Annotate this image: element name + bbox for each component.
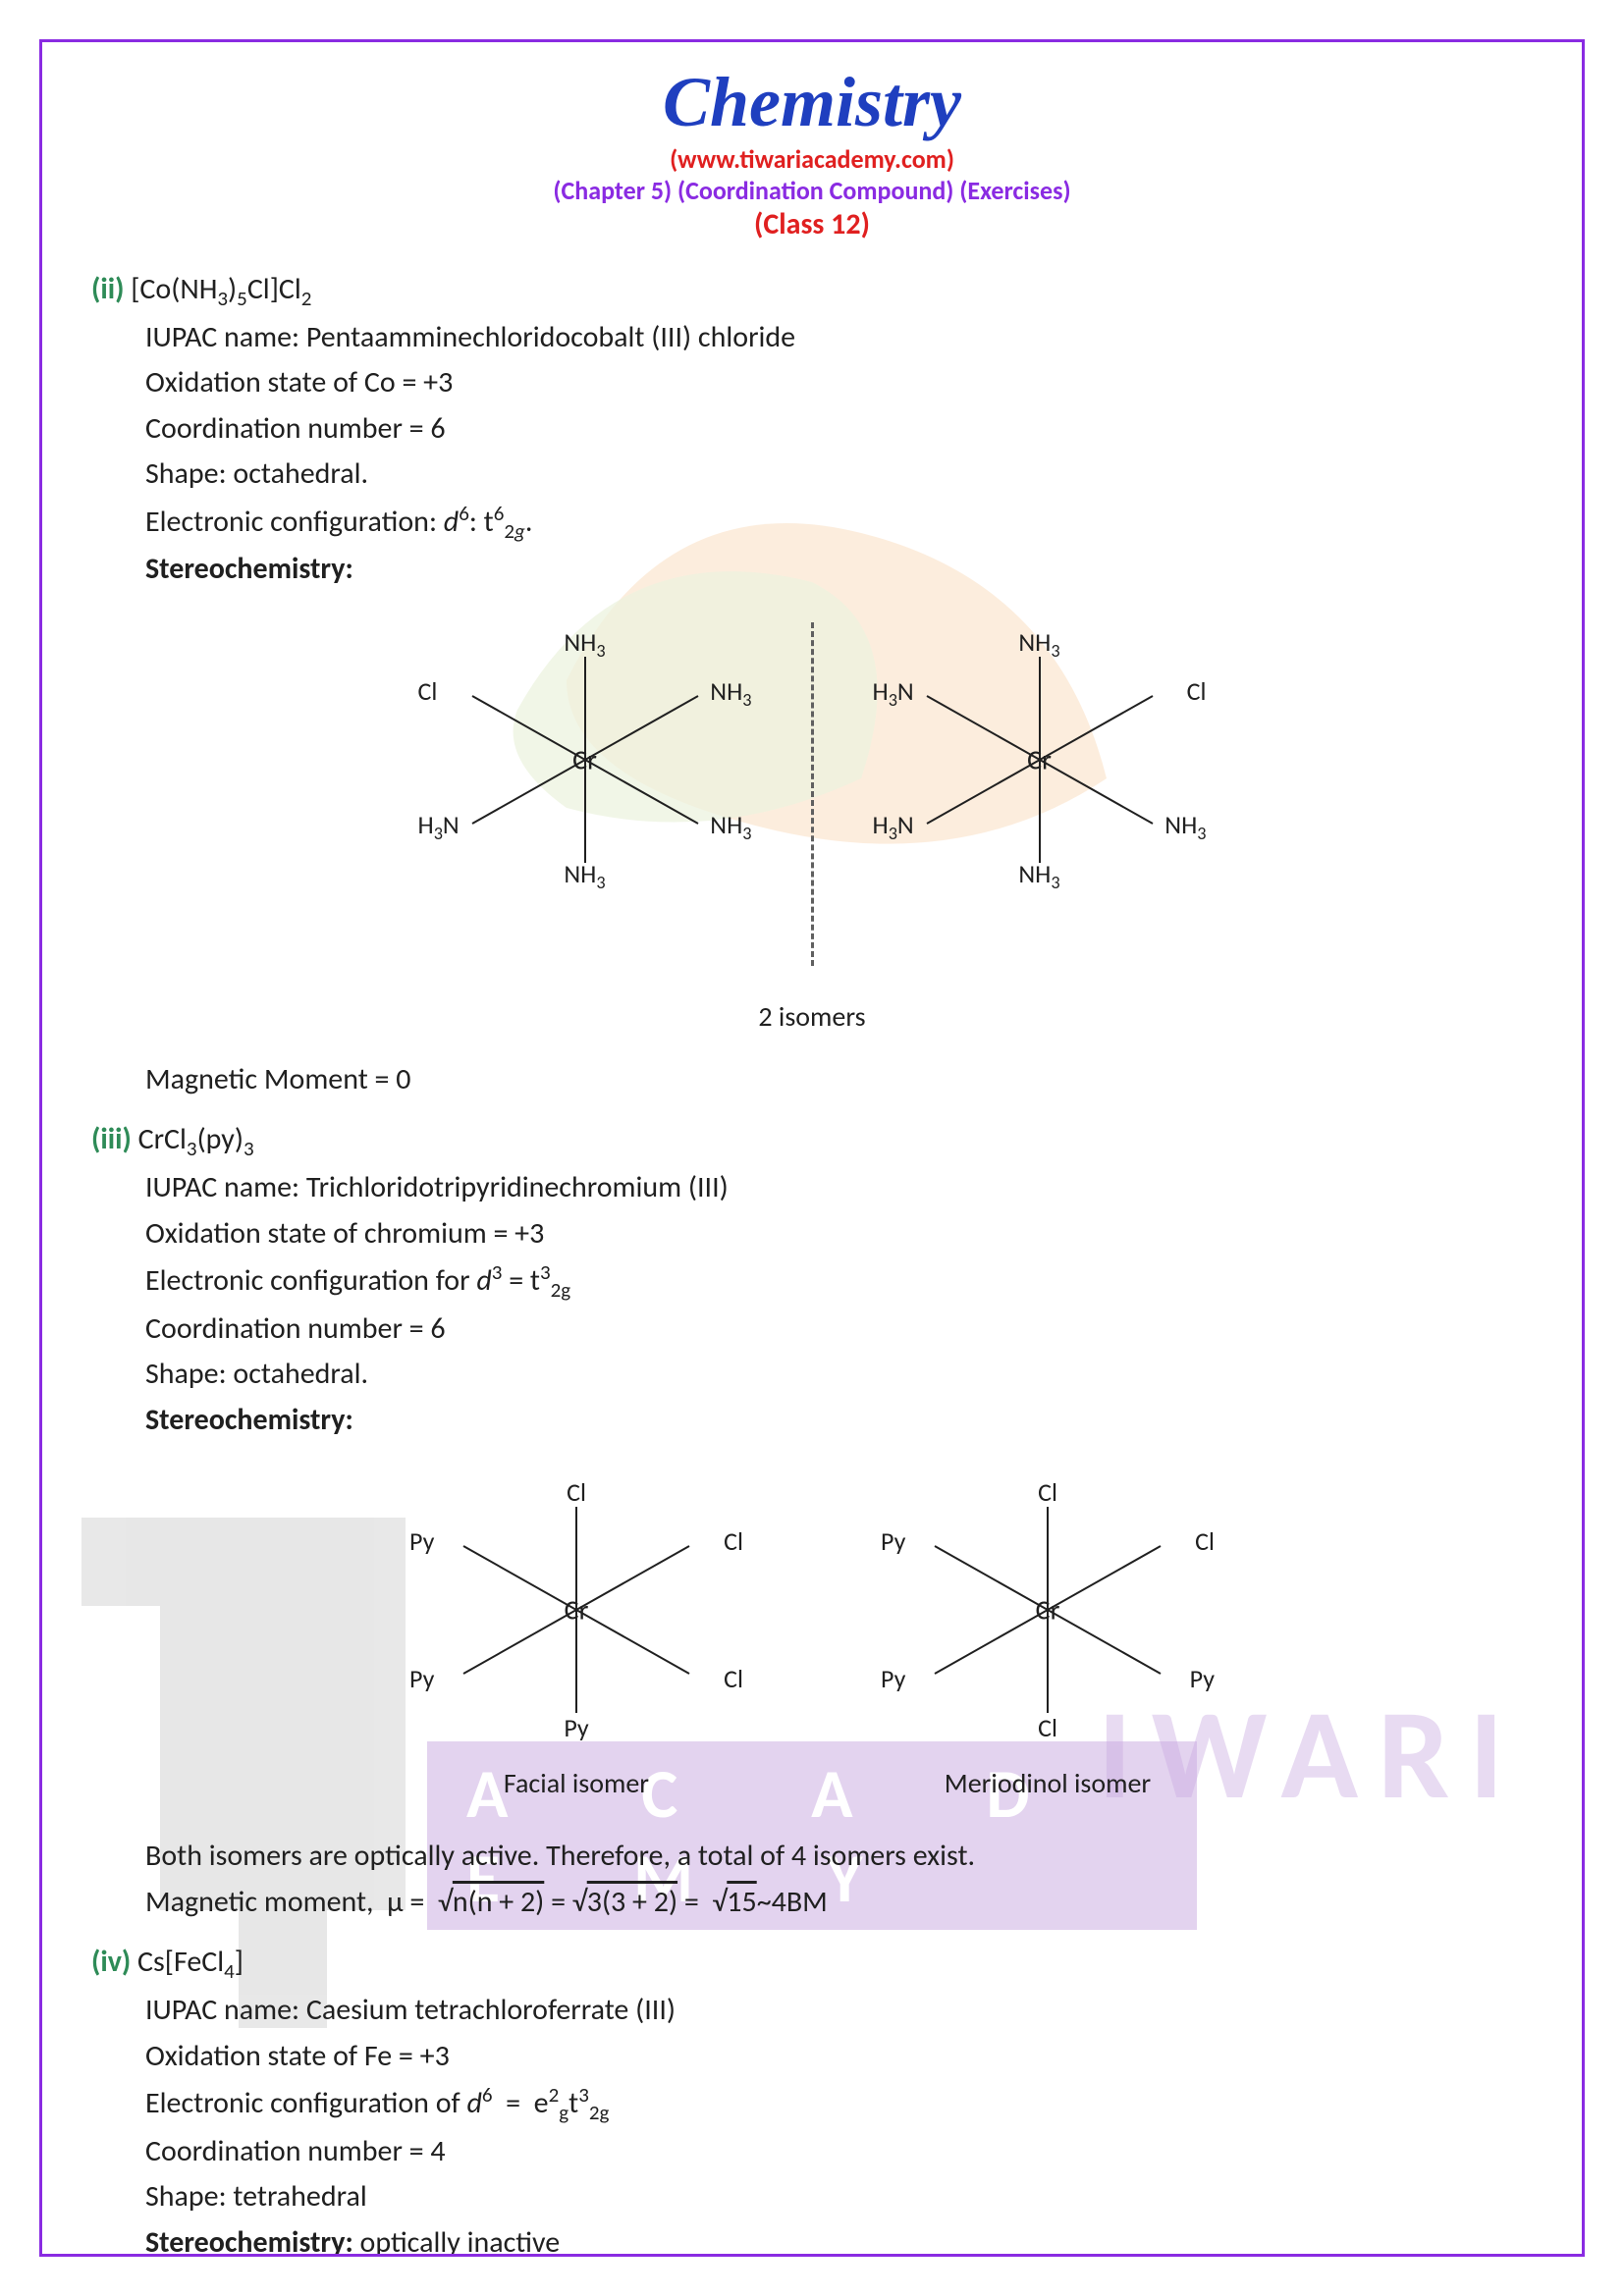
iii-diagrams: Cr Cl Py Py Cl Py Cl Facial isomer [91,1472,1533,1804]
ligand-ur: Cl [724,1522,743,1561]
ligand-ul: H3N [873,671,914,714]
class-label: (Class 12) [91,206,1533,242]
iii-iupac: IUPAC name: Trichloridotripyridinechromi… [145,1165,1533,1211]
ligand-lr: Py [1190,1659,1215,1698]
ii-iupac: IUPAC name: Pentaamminechloridocobalt (I… [145,315,1533,361]
ii-isomer-caption: 2 isomers [91,995,1533,1038]
iv-stereo-val: optically inactive [353,2224,560,2257]
ii-diagram-2: Cr NH3 NH3 H3N Cl H3N NH3 [834,622,1246,897]
iv-config: Electronic configuration of d6 = e2gt32g [145,2079,1533,2129]
ligand-top: Cl [567,1472,586,1512]
iii-caption-1: Facial isomer [370,1762,783,1804]
page-header: Chemistry (www.tiwariacademy.com) (Chapt… [91,62,1533,242]
item-number-iv: (iv) [91,1944,131,1980]
center-atom: Cr [572,738,597,780]
iv-oxidation: Oxidation state of Fe = +3 [145,2034,1533,2080]
ligand-ur: Cl [1187,671,1207,711]
ligand-ur: NH3 [710,671,751,714]
ligand-top: Cl [1038,1472,1057,1512]
ligand-ul: Py [881,1522,905,1561]
iii-oxidation: Oxidation state of chromium = +3 [145,1211,1533,1257]
iv-iupac: IUPAC name: Caesium tetrachloroferrate (… [145,1988,1533,2034]
ligand-ll: Py [881,1659,905,1698]
iii-optical: Both isomers are optically active. There… [145,1834,1533,1880]
ii-shape: Shape: octahedral. [145,452,1533,498]
ligand-bottom: NH3 [564,854,605,896]
diagram-separator [811,622,814,966]
page-title: Chemistry [91,62,1533,143]
iii-diagram-2: Cr Cl Cl Py Cl Py Py [841,1472,1254,1747]
center-atom: Cr [1027,738,1052,780]
ligand-lr: NH3 [710,805,751,847]
center-atom: Cr [565,1588,589,1630]
iv-shape: Shape: tetrahedral [145,2174,1533,2220]
iii-stereo-label: Stereochemistry: [145,1398,1533,1444]
section-iv: (iv) Cs[FeCl4] IUPAC name: Caesium tetra… [91,1940,1533,2257]
ii-stereo-label: Stereochemistry: [145,547,1533,593]
ligand-ul: Py [409,1522,434,1561]
ligand-ul: Cl [418,671,438,711]
ligand-ur: Cl [1195,1522,1215,1561]
ii-diagram-1: Cr NH3 NH3 Cl NH3 H3N NH3 [379,622,791,897]
ii-oxidation: Oxidation state of Co = +3 [145,360,1533,406]
ligand-bottom: Py [564,1708,588,1747]
ligand-lr: Cl [724,1659,743,1698]
ligand-ll: Py [409,1659,434,1698]
ligand-ll: H3N [873,805,914,847]
iv-stereo: Stereochemistry: optically inactive [145,2220,1533,2257]
section-iii: (iii) CrCl3(py)3 IUPAC name: Trichlorido… [91,1117,1533,1925]
chapter-info: (Chapter 5) (Coordination Compound) (Exe… [91,175,1533,206]
ligand-bottom: Cl [1038,1708,1057,1747]
iv-coord: Coordination number = 4 [145,2129,1533,2175]
iii-config: Electronic configuration for d3 = t32g [145,1256,1533,1307]
iii-coord: Coordination number = 6 [145,1307,1533,1353]
website-link: (www.tiwariacademy.com) [91,143,1533,175]
ii-magnetic: Magnetic Moment = 0 [145,1057,1533,1103]
ii-coord: Coordination number = 6 [145,406,1533,453]
ligand-top: NH3 [564,622,605,665]
ligand-top: NH3 [1018,622,1059,665]
item-number-iii: (iii) [91,1121,132,1157]
ligand-bottom: NH3 [1018,854,1059,896]
iii-magnetic: Magnetic moment, μ = √n(n + 2) = √3(3 + … [145,1880,1533,1926]
ii-config: Electronic configuration: d6: t62g. [145,498,1533,548]
center-atom: Cr [1036,1588,1060,1630]
iii-diagram-1: Cr Cl Py Py Cl Py Cl [370,1472,783,1747]
item-number-ii: (ii) [91,271,124,307]
section-ii: (ii) [Co(NH3)5Cl]Cl2 IUPAC name: Pentaam… [91,267,1533,1102]
ligand-lr: NH3 [1164,805,1206,847]
ii-diagrams: Cr NH3 NH3 Cl NH3 H3N NH3 [91,622,1533,966]
ligand-ll: H3N [418,805,460,847]
iii-shape: Shape: octahedral. [145,1352,1533,1398]
iii-caption-2: Meriodinol isomer [841,1762,1254,1804]
iv-stereo-label: Stereochemistry: [145,2224,353,2257]
